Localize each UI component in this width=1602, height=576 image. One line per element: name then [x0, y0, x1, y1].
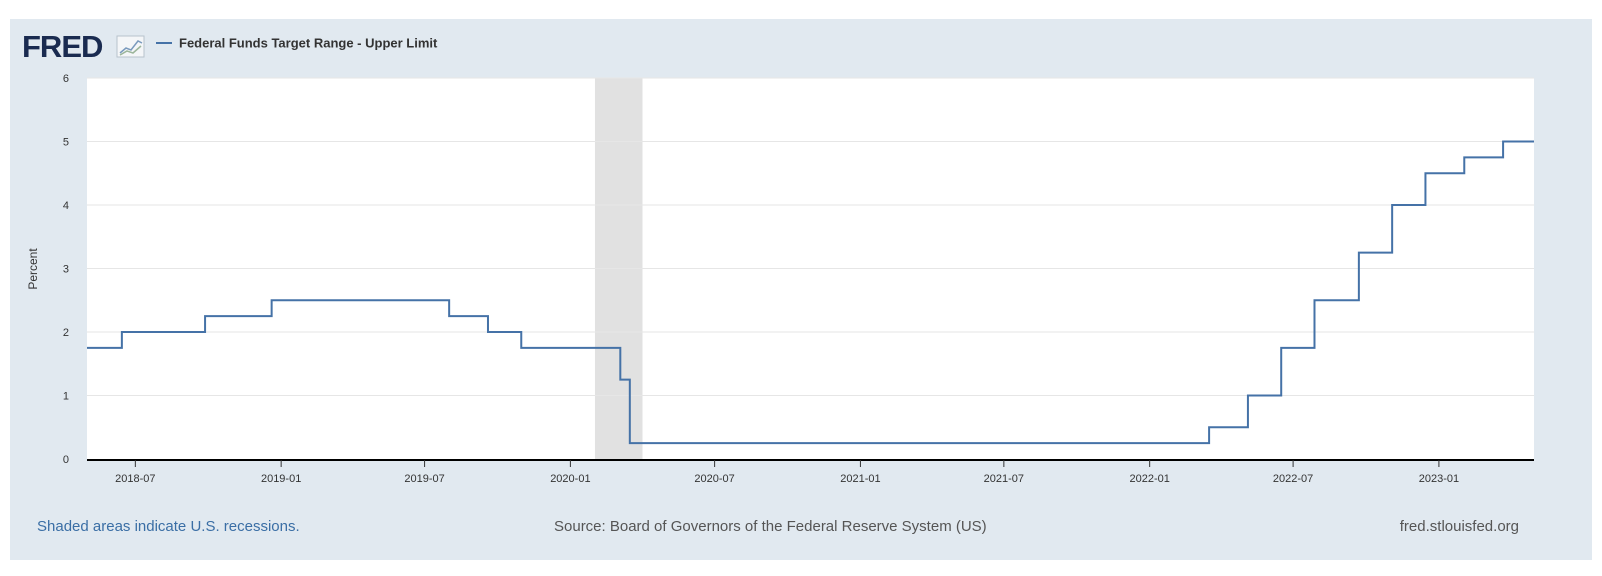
- fred-logo[interactable]: FRED: [22, 29, 145, 64]
- x-tick-label: 2018-07: [115, 473, 155, 485]
- recession-note: Shaded areas indicate U.S. recessions.: [37, 518, 300, 535]
- gridlines: [87, 77, 1534, 396]
- y-tick-label: 4: [63, 200, 69, 212]
- legend: Federal Funds Target Range - Upper Limit: [156, 36, 438, 51]
- x-tick-label: 2019-07: [404, 473, 444, 485]
- fred-chart-icon: [116, 35, 145, 58]
- y-tick-label: 2: [63, 327, 69, 339]
- chart-card: FRED Federal Funds Target Range - Upper …: [10, 19, 1592, 560]
- fred-logo-text: FRED: [22, 29, 103, 64]
- chart-footer: Shaded areas indicate U.S. recessions. S…: [10, 518, 1592, 540]
- x-tick-label: 2020-01: [550, 473, 590, 485]
- x-tick-label: 2022-07: [1273, 473, 1313, 485]
- site-link[interactable]: fred.stlouisfed.org: [1399, 518, 1519, 535]
- source-note: Source: Board of Governors of the Federa…: [554, 518, 987, 535]
- legend-label: Federal Funds Target Range - Upper Limit: [179, 36, 438, 51]
- x-axis-ticks: 2018-07 2019-01 2019-07 2020-01 2020-07 2021-…: [115, 460, 1459, 485]
- y-axis-title: Percent: [26, 248, 40, 290]
- y-tick-label: 3: [63, 264, 69, 276]
- y-axis-ticks: 0 1 2 3 4 5 6: [63, 73, 69, 466]
- x-tick-label: 2023-01: [1419, 473, 1459, 485]
- x-tick-label: 2020-07: [694, 473, 734, 485]
- x-tick-label: 2019-01: [261, 473, 301, 485]
- y-tick-label: 6: [63, 73, 69, 85]
- y-tick-label: 0: [63, 454, 69, 466]
- y-tick-label: 1: [63, 391, 69, 403]
- y-tick-label: 5: [63, 137, 69, 149]
- x-tick-label: 2021-07: [984, 473, 1024, 485]
- chart-svg: FRED Federal Funds Target Range - Upper …: [22, 29, 1534, 485]
- x-tick-label: 2021-01: [840, 473, 880, 485]
- x-tick-label: 2022-01: [1129, 473, 1169, 485]
- series-line: [87, 140, 1534, 445]
- series-layer: [87, 140, 1534, 445]
